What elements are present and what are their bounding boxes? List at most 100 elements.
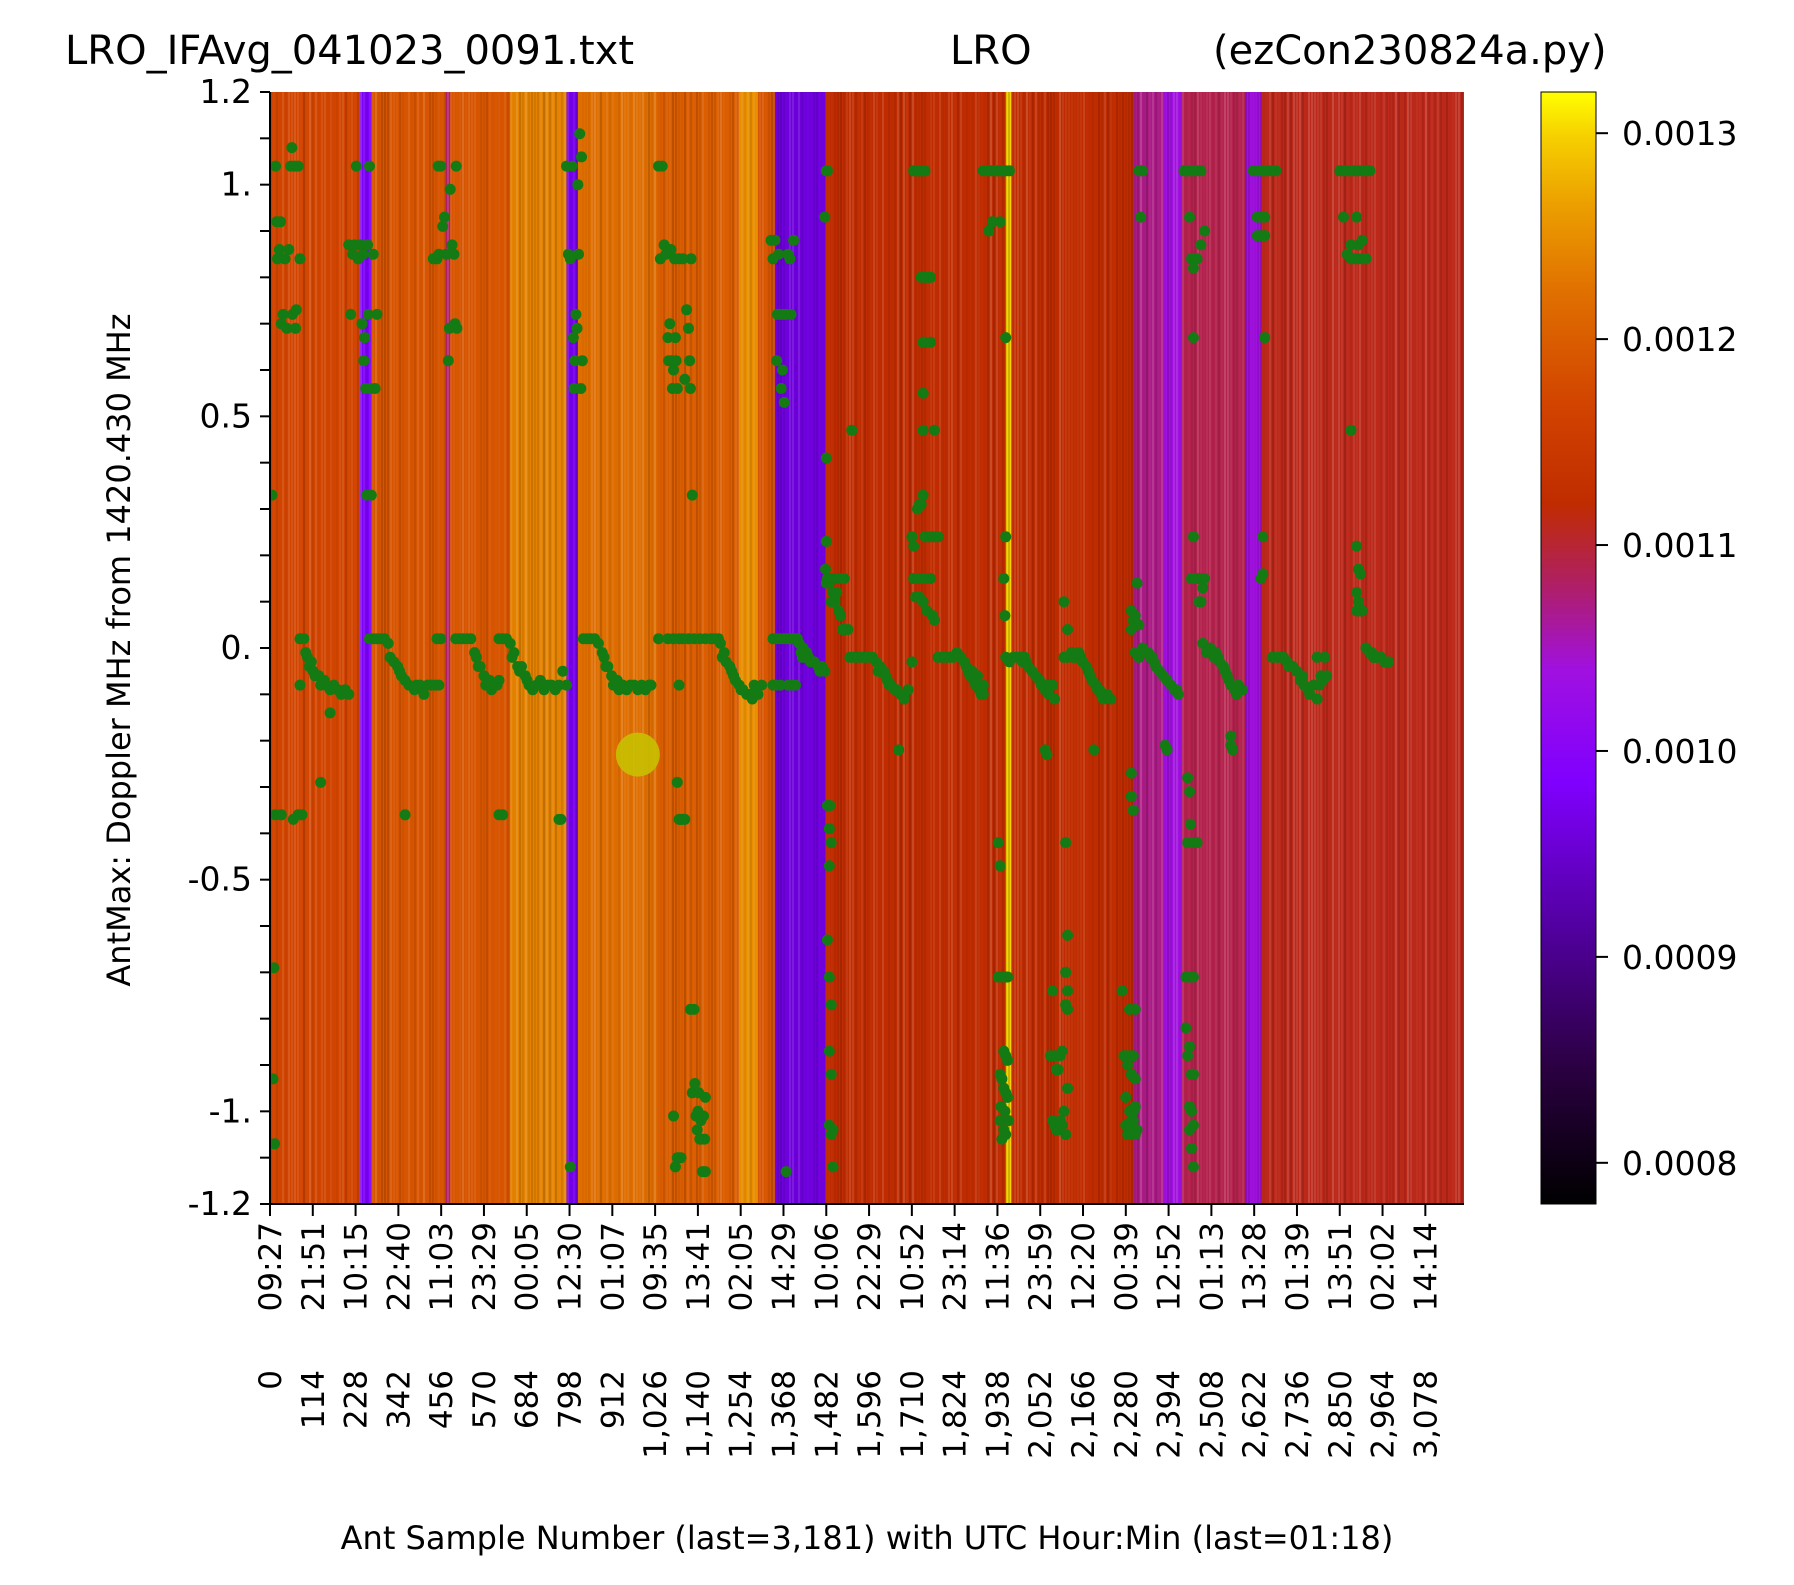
heatmap-texture (1029, 92, 1031, 1204)
x-tick-time-label: 10:06 (809, 1222, 845, 1311)
heatmap-texture (615, 92, 617, 1204)
data-point (437, 220, 449, 232)
data-point (1058, 596, 1070, 608)
heatmap-texture (1278, 92, 1280, 1204)
heatmap-texture (834, 92, 836, 1204)
data-point (1105, 693, 1117, 705)
highlight-marker (615, 732, 660, 777)
data-point (671, 383, 683, 394)
x-tick-sample-label: 1,596 (852, 1370, 888, 1459)
heatmap-texture (528, 92, 530, 1204)
data-point (1227, 744, 1239, 756)
data-point (699, 1091, 711, 1103)
heatmap-texture (1116, 92, 1118, 1204)
data-point (699, 1166, 711, 1178)
data-point (1131, 1124, 1143, 1136)
heatmap-texture (1314, 92, 1316, 1204)
heatmap-texture (1317, 92, 1319, 1204)
data-point (645, 679, 657, 691)
x-tick-sample-label: 1,824 (938, 1370, 974, 1459)
heatmap-texture (291, 92, 293, 1204)
heatmap-texture (792, 92, 794, 1204)
heatmap-texture (672, 92, 674, 1204)
heatmap-texture (372, 92, 374, 1204)
y-tick-label: -1. (209, 1091, 252, 1130)
x-tick-time-label: 23:14 (938, 1222, 974, 1311)
data-point (516, 661, 527, 672)
data-point (1137, 165, 1149, 177)
data-point (1129, 1003, 1141, 1015)
heatmap-texture (576, 92, 578, 1204)
colorbar (1541, 92, 1596, 1204)
heatmap-texture (771, 92, 773, 1204)
x-tick-sample-label: 1,140 (681, 1370, 717, 1459)
data-point (359, 332, 371, 344)
data-point (684, 355, 696, 367)
heatmap-band (566, 92, 579, 1204)
data-point (305, 656, 317, 668)
data-point (825, 837, 837, 849)
x-tick-sample-label: 114 (296, 1370, 332, 1429)
heatmap-texture (411, 92, 413, 1204)
heatmap-texture (294, 92, 296, 1204)
heatmap-texture (1179, 92, 1181, 1204)
heatmap-texture (276, 92, 278, 1204)
heatmap-texture (843, 92, 845, 1204)
x-tick-sample-label: 570 (467, 1370, 503, 1429)
data-point (679, 813, 691, 825)
heatmap-texture (282, 92, 284, 1204)
heatmap-texture (1326, 92, 1328, 1204)
data-point (799, 651, 811, 663)
data-point (574, 128, 586, 140)
points-layer (270, 128, 1395, 1178)
data-point (668, 1110, 679, 1122)
data-point (1259, 211, 1271, 223)
heatmap-texture (1101, 92, 1103, 1204)
heatmap-texture (417, 92, 419, 1204)
data-point (345, 308, 357, 320)
data-point (442, 355, 454, 367)
data-point (819, 665, 831, 677)
data-point (356, 318, 368, 330)
heatmap-texture (885, 92, 887, 1204)
data-point (925, 271, 937, 283)
heatmap-texture (1410, 92, 1412, 1204)
heatmap-texture (1302, 92, 1304, 1204)
heatmap-texture (1257, 92, 1259, 1204)
heatmap-texture (1224, 92, 1226, 1204)
heatmap-texture (912, 92, 914, 1204)
data-point (925, 336, 937, 348)
data-point (1122, 1059, 1134, 1071)
heatmap-texture (366, 92, 368, 1204)
heatmap-texture (375, 92, 377, 1204)
data-point (350, 160, 362, 172)
heatmap-texture (1284, 92, 1286, 1204)
x-tick-sample-label: 1,368 (766, 1370, 802, 1459)
x-tick-sample-label: 1,938 (980, 1370, 1016, 1459)
heatmap-band (445, 92, 451, 1204)
data-point (1002, 1054, 1014, 1066)
data-point (1056, 1045, 1068, 1057)
data-point (1311, 693, 1323, 705)
data-point (824, 800, 836, 811)
data-point (1062, 1082, 1074, 1094)
data-point (773, 248, 785, 260)
data-point (999, 610, 1011, 622)
data-point (1199, 225, 1211, 237)
x-tick-time-label: 11:36 (980, 1222, 1016, 1311)
data-point (998, 573, 1010, 584)
heatmap-texture (1392, 92, 1394, 1204)
heatmap-texture (552, 92, 554, 1204)
x-tick-time-label: 22:29 (852, 1222, 888, 1311)
heatmap-texture (585, 92, 587, 1204)
heatmap-texture (1047, 92, 1049, 1204)
colorbar-tick-label: 0.0010 (1622, 732, 1737, 771)
heatmap-texture (555, 92, 557, 1204)
heatmap-texture (831, 92, 833, 1204)
heatmap-texture (1404, 92, 1406, 1204)
heatmap-texture (849, 92, 851, 1204)
heatmap-texture (996, 92, 998, 1204)
x-tick-time-label: 12:30 (553, 1222, 589, 1311)
data-point (893, 744, 905, 756)
heatmap-texture (939, 92, 941, 1204)
